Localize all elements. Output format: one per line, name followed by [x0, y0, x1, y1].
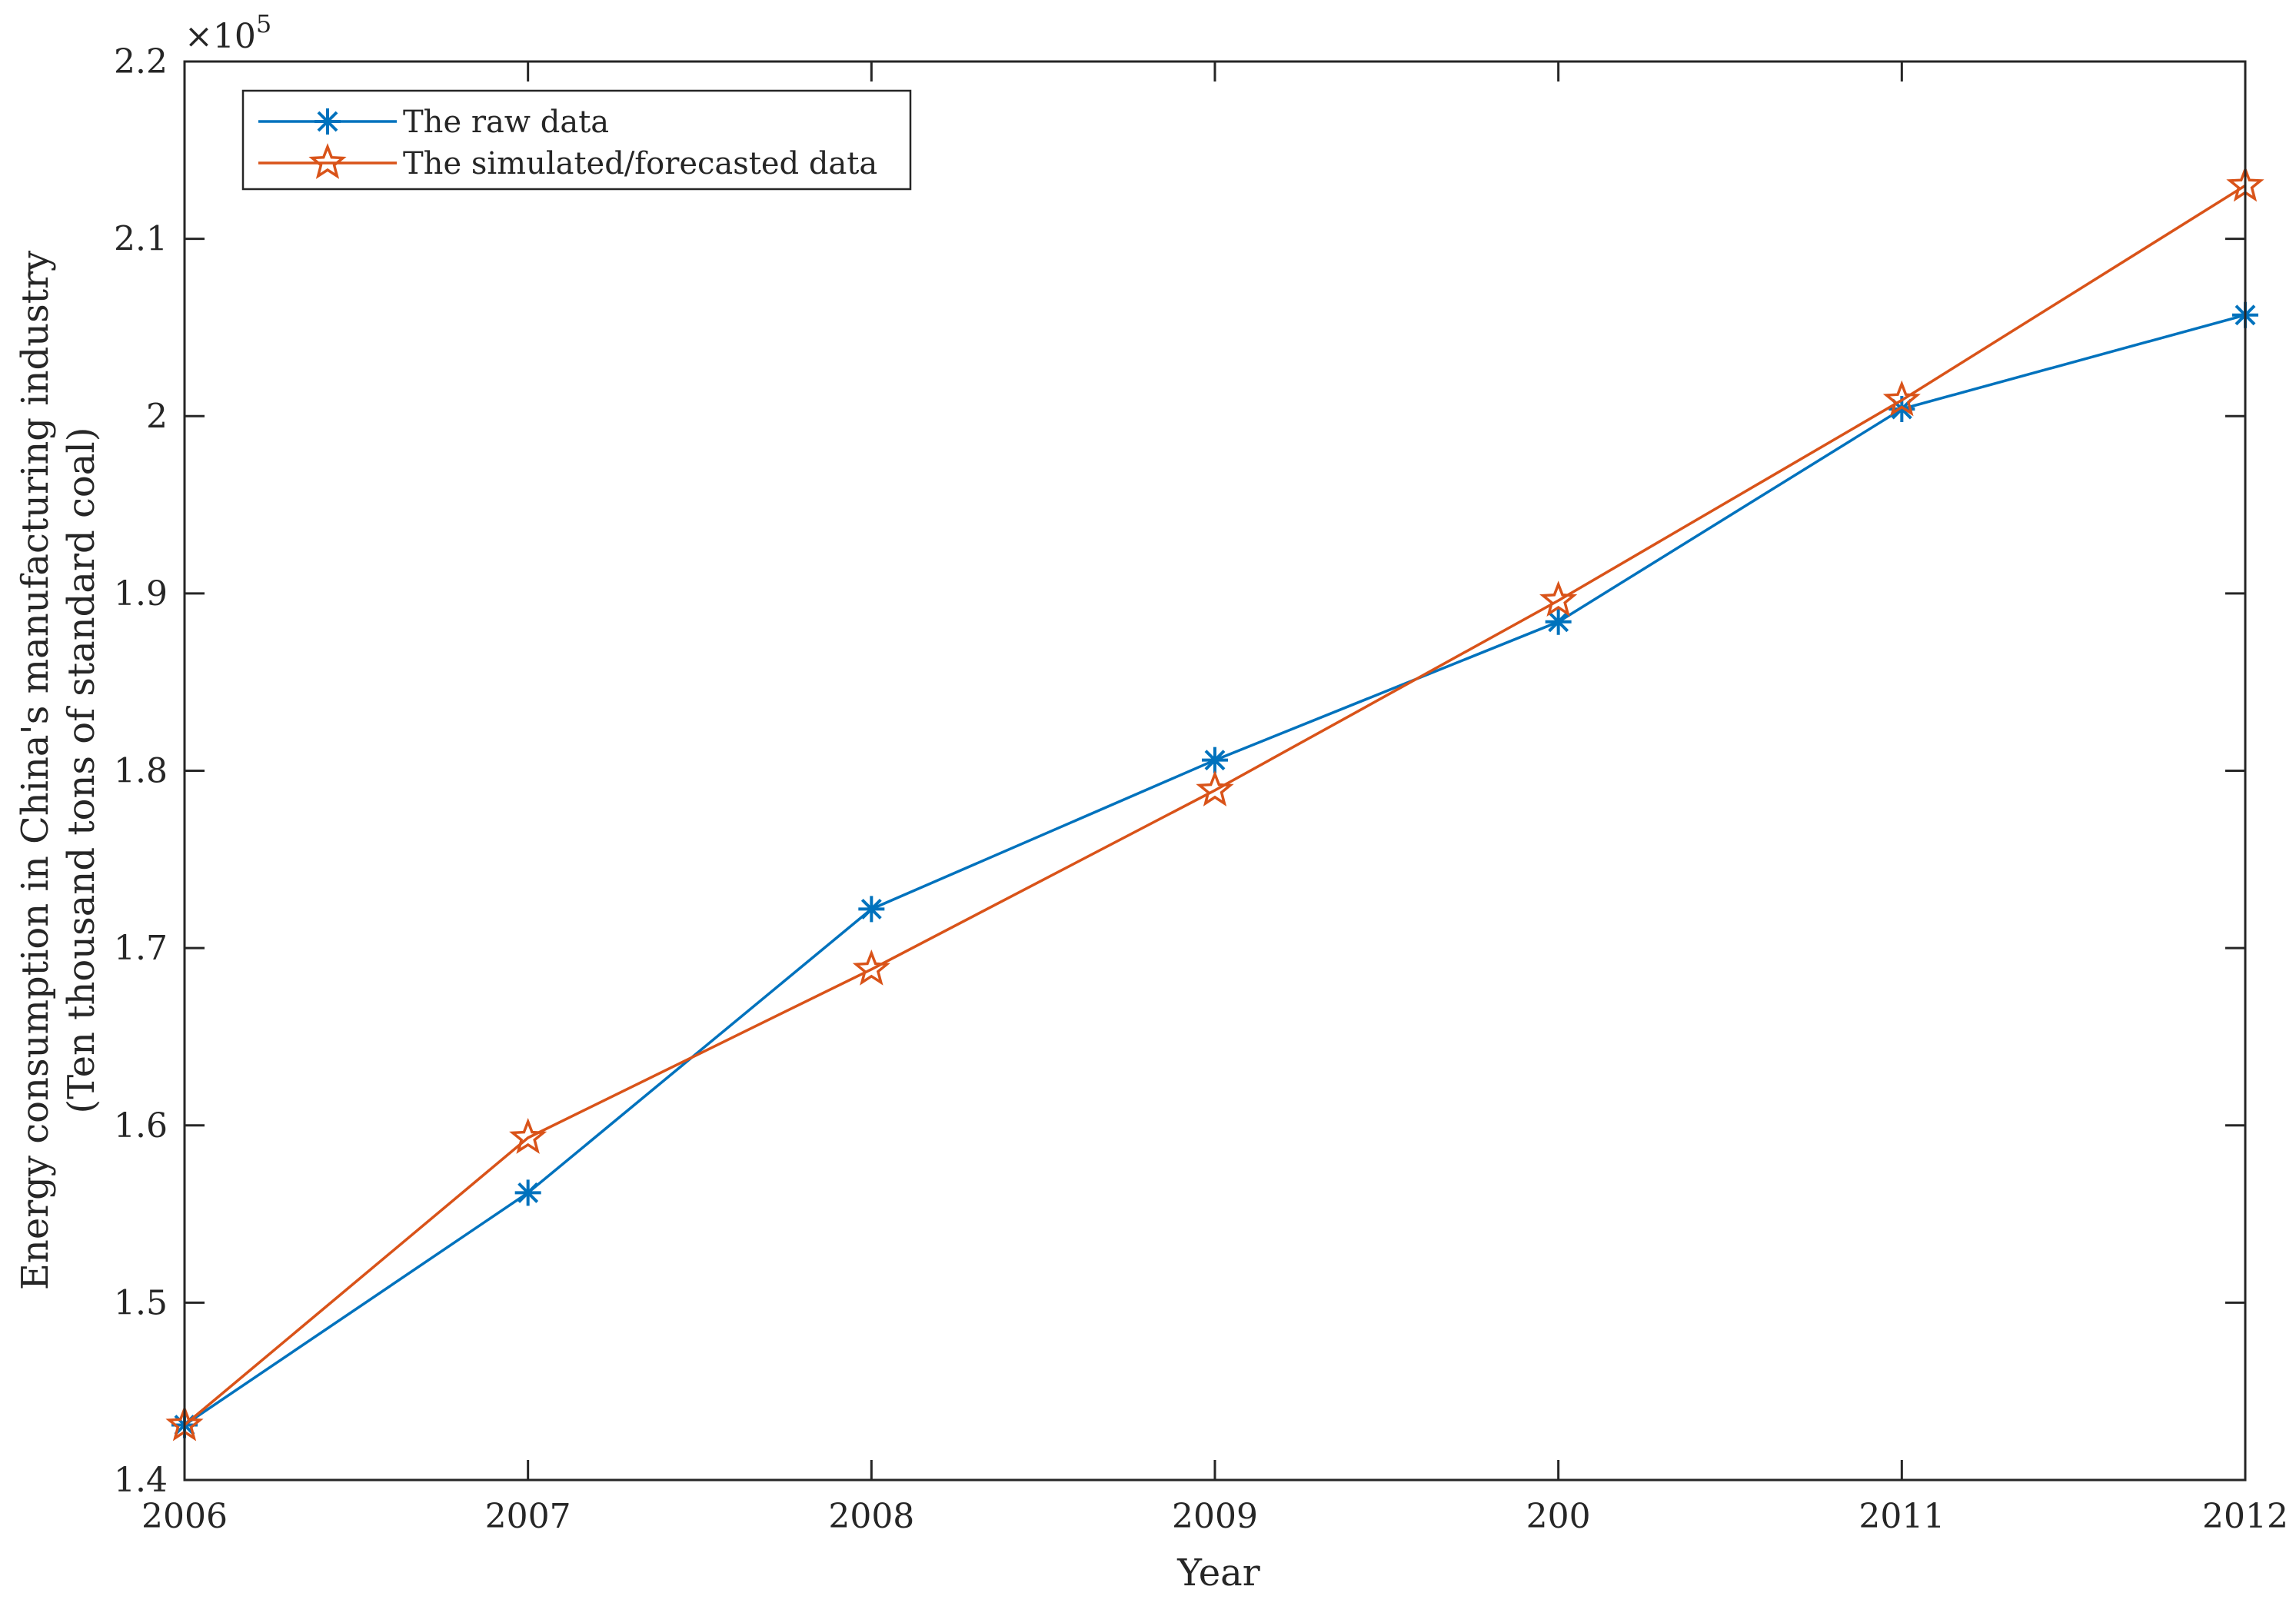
data-point	[1882, 380, 1921, 417]
y-tick-label: 1.7	[114, 929, 168, 968]
y-tick-label: 1.4	[114, 1461, 168, 1500]
legend-marker	[314, 108, 341, 135]
y-tick-label: 1.8	[114, 752, 168, 791]
series-2	[165, 165, 2264, 1442]
y-axis-title-line2: (Ten thousand tons of standard coal)	[60, 427, 103, 1114]
y-tick-labels: 1.4 1.5 1.6 1.7 1.8 1.9 2 2.1 2.2	[114, 42, 168, 1500]
data-point	[858, 896, 885, 923]
x-axis-title: Year	[1176, 1551, 1260, 1595]
y-tick-label: 2.1	[114, 220, 168, 259]
data-point	[1196, 770, 1234, 806]
legend-marker	[308, 143, 347, 179]
legend: The raw data The simulated/forecasted dat…	[241, 89, 912, 191]
x-tick-labels: 2006 2007 2008 2009 200 2011 2012	[141, 1497, 2288, 1536]
plot-frame	[183, 60, 2247, 1482]
x-tick-label: 2006	[141, 1497, 228, 1536]
series-layer	[165, 165, 2264, 1442]
legend-label: The raw data	[403, 105, 609, 140]
y-tick-label: 2.2	[114, 42, 168, 81]
x-tick-label: 2008	[828, 1497, 914, 1536]
data-point	[1202, 747, 1228, 773]
y-multiplier-label: ×105	[185, 9, 271, 56]
legend-label: The simulated/forecasted data	[403, 146, 877, 181]
data-point	[852, 949, 890, 986]
data-point	[1539, 580, 1578, 617]
series-1	[171, 301, 2258, 1438]
y-tick-label: 1.6	[114, 1106, 168, 1146]
x-tick-label: 2009	[1172, 1497, 1258, 1536]
data-point	[509, 1118, 547, 1154]
x-tick-label: 200	[1526, 1497, 1591, 1536]
y-axis-title-line1: Energy consumption in China's manufactur…	[14, 251, 57, 1290]
y-tick-label: 1.5	[114, 1283, 168, 1322]
x-tick-label: 2012	[2202, 1497, 2288, 1536]
legend-box	[241, 89, 912, 191]
series-line	[183, 184, 2246, 1426]
data-point	[514, 1179, 541, 1206]
x-tick-label: 2011	[1858, 1497, 1945, 1536]
data-point	[1545, 608, 1572, 635]
y-tick-label: 2	[146, 397, 168, 436]
series-line	[184, 314, 2246, 1426]
x-tick-label: 2007	[485, 1497, 571, 1536]
y-tick-label: 1.9	[114, 574, 168, 614]
